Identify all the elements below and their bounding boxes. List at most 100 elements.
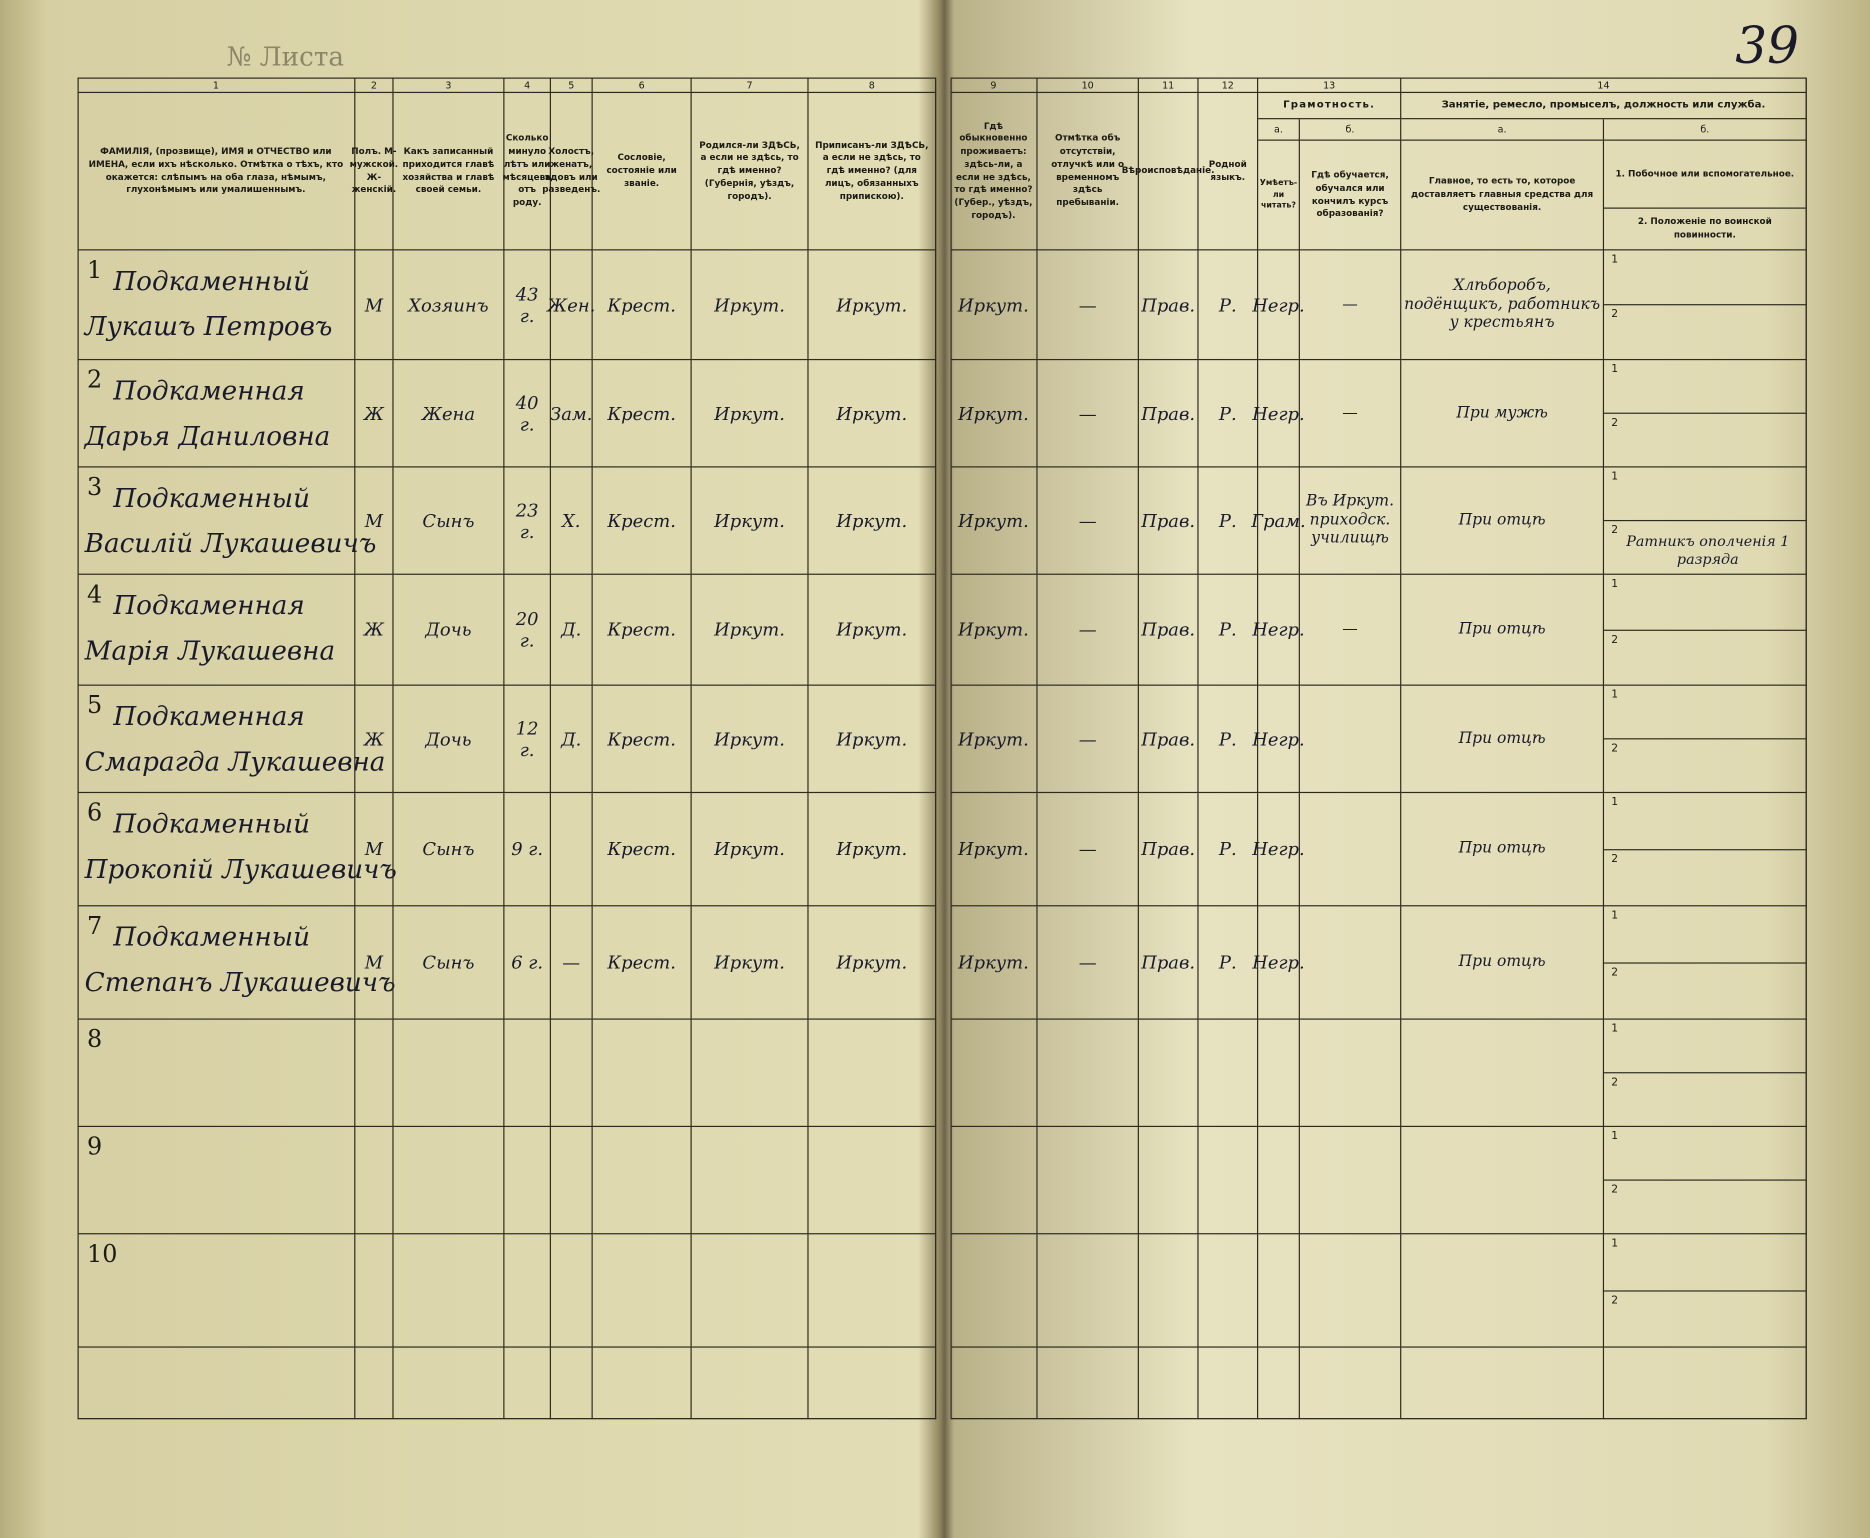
row-number: 6 [87, 797, 103, 827]
born-cell [691, 1234, 809, 1348]
relation-cell: Жена [393, 360, 505, 468]
surname: Подкаменный [113, 484, 311, 515]
occupation-cell: При отцѣ [1401, 467, 1605, 575]
estate-cell [592, 1127, 692, 1235]
military-line: 1 [1604, 1019, 1807, 1074]
sex-cell [355, 1019, 394, 1128]
born-cell [691, 1019, 809, 1128]
column-header: Гдѣ обучается, обучался или кончилъ курс… [1299, 140, 1402, 251]
sheet-label: № Листа [226, 42, 345, 73]
absence-cell: — [1037, 906, 1139, 1020]
residence-cell: Иркут. [950, 906, 1038, 1020]
column-subletter: б. [1604, 119, 1807, 141]
military-line: 2 [1604, 739, 1807, 794]
relation-cell: Дочь [393, 574, 505, 686]
occupation-cell: Хлѣборобъ, подёнщикъ, работникъ у кресть… [1401, 250, 1605, 361]
education-cell: — [1299, 574, 1402, 686]
military-line: 1 [1604, 250, 1807, 306]
blank-cell [1138, 1347, 1199, 1420]
military-line: 2 [1604, 630, 1807, 686]
registered-cell: Иркут. [808, 685, 937, 794]
military-line: 1 [1604, 467, 1807, 522]
given-name: Смарагда Лукашевна [84, 747, 386, 778]
surname: Подкаменный [113, 923, 311, 953]
occupation-cell: При отцѣ [1401, 574, 1605, 686]
occupation-cell: При отцѣ [1401, 793, 1605, 907]
column-number: 9 [950, 77, 1038, 94]
marital-cell [550, 793, 593, 907]
blank-cell [950, 1347, 1038, 1420]
line-label: 1 [1611, 689, 1619, 702]
page-number: 39 [1735, 16, 1799, 76]
blank-cell [1401, 1347, 1605, 1420]
given-name: Прокопій Лукашевичъ [84, 855, 397, 885]
relation-cell [393, 1127, 505, 1235]
education-cell [1299, 1019, 1402, 1128]
language-cell: Р. [1198, 467, 1259, 575]
column-header: ФАМИЛІЯ, (прозвище), ИМЯ и ОТЧЕСТВО или … [77, 93, 356, 251]
residence-cell: Иркут. [950, 467, 1038, 575]
marital-cell: Жен. [547, 250, 595, 361]
education-cell: — [1299, 360, 1402, 468]
language-cell: Р. [1198, 793, 1259, 907]
religion-cell: Прав. [1138, 685, 1199, 794]
marital-cell [550, 1019, 593, 1128]
estate-cell: Крест. [592, 906, 692, 1020]
military-line: 2 [1604, 413, 1807, 468]
age-cell: 20 г. [504, 574, 551, 686]
education-cell [1299, 906, 1402, 1020]
military-line: 2 [1604, 1180, 1807, 1235]
sex-cell: М [355, 250, 394, 361]
blank-cell [1299, 1347, 1402, 1420]
given-name: Степанъ Лукашевичъ [84, 968, 396, 999]
marital-cell: Зам. [550, 360, 593, 468]
occupation-cell [1401, 1234, 1605, 1348]
education-cell [1299, 793, 1402, 907]
line-label: 2 [1611, 633, 1619, 646]
age-cell [504, 1127, 551, 1235]
column-header: 2. Положеніе по воинской повинности. [1604, 208, 1807, 251]
absence-cell: — [1037, 574, 1139, 686]
line-label: 1 [1611, 578, 1619, 591]
sex-cell: М [355, 906, 394, 1020]
blank-cell [77, 1347, 356, 1420]
blank-cell [550, 1347, 593, 1420]
military-line: 1 [1604, 1127, 1807, 1181]
row-number: 2 [87, 364, 103, 394]
religion-cell: Прав. [1138, 467, 1199, 575]
relation-cell: Сынъ [393, 793, 505, 907]
residence-cell [950, 1234, 1038, 1348]
line-label: 2 [1611, 1294, 1619, 1307]
column-header: Полъ. М-мужской. Ж-женскій. [350, 93, 398, 251]
residence-cell: Иркут. [950, 685, 1038, 794]
absence-cell: — [1037, 250, 1139, 361]
sex-cell: М [355, 793, 394, 907]
military-line: 1 [1604, 906, 1807, 964]
language-cell [1198, 1019, 1259, 1128]
registered-cell: Иркут. [808, 467, 937, 575]
language-cell: Р. [1198, 360, 1259, 468]
line-label: 1 [1611, 796, 1619, 809]
blank-cell [808, 1347, 937, 1420]
column-number: 5 [550, 77, 593, 94]
blank-cell [1258, 1347, 1300, 1420]
registered-cell: Иркут. [808, 906, 937, 1020]
column-number: 2 [355, 77, 394, 94]
line-label: 2 [1611, 417, 1619, 430]
military-line: 2 [1604, 305, 1807, 361]
blank-cell [1604, 1347, 1807, 1420]
military-line: 1 [1604, 360, 1807, 414]
surname: Подкаменная [113, 376, 305, 407]
line-label: 2 [1611, 524, 1619, 537]
literate-cell: Негр. [1252, 574, 1305, 686]
column-header: Отмѣтка объ отсутствіи, отлучкѣ или о вр… [1037, 93, 1139, 251]
military-line: 2 [1604, 1073, 1807, 1128]
column-number: 6 [592, 77, 692, 94]
line-label: 1 [1611, 1023, 1619, 1036]
age-cell: 43 г. [504, 250, 551, 361]
estate-cell: Крест. [592, 250, 692, 361]
military-line: 2 [1604, 849, 1807, 907]
absence-cell: — [1037, 360, 1139, 468]
age-cell: 12 г. [504, 685, 551, 794]
name-cell: 7 Подкаменный Степанъ Лукашевичъ [77, 906, 396, 1020]
